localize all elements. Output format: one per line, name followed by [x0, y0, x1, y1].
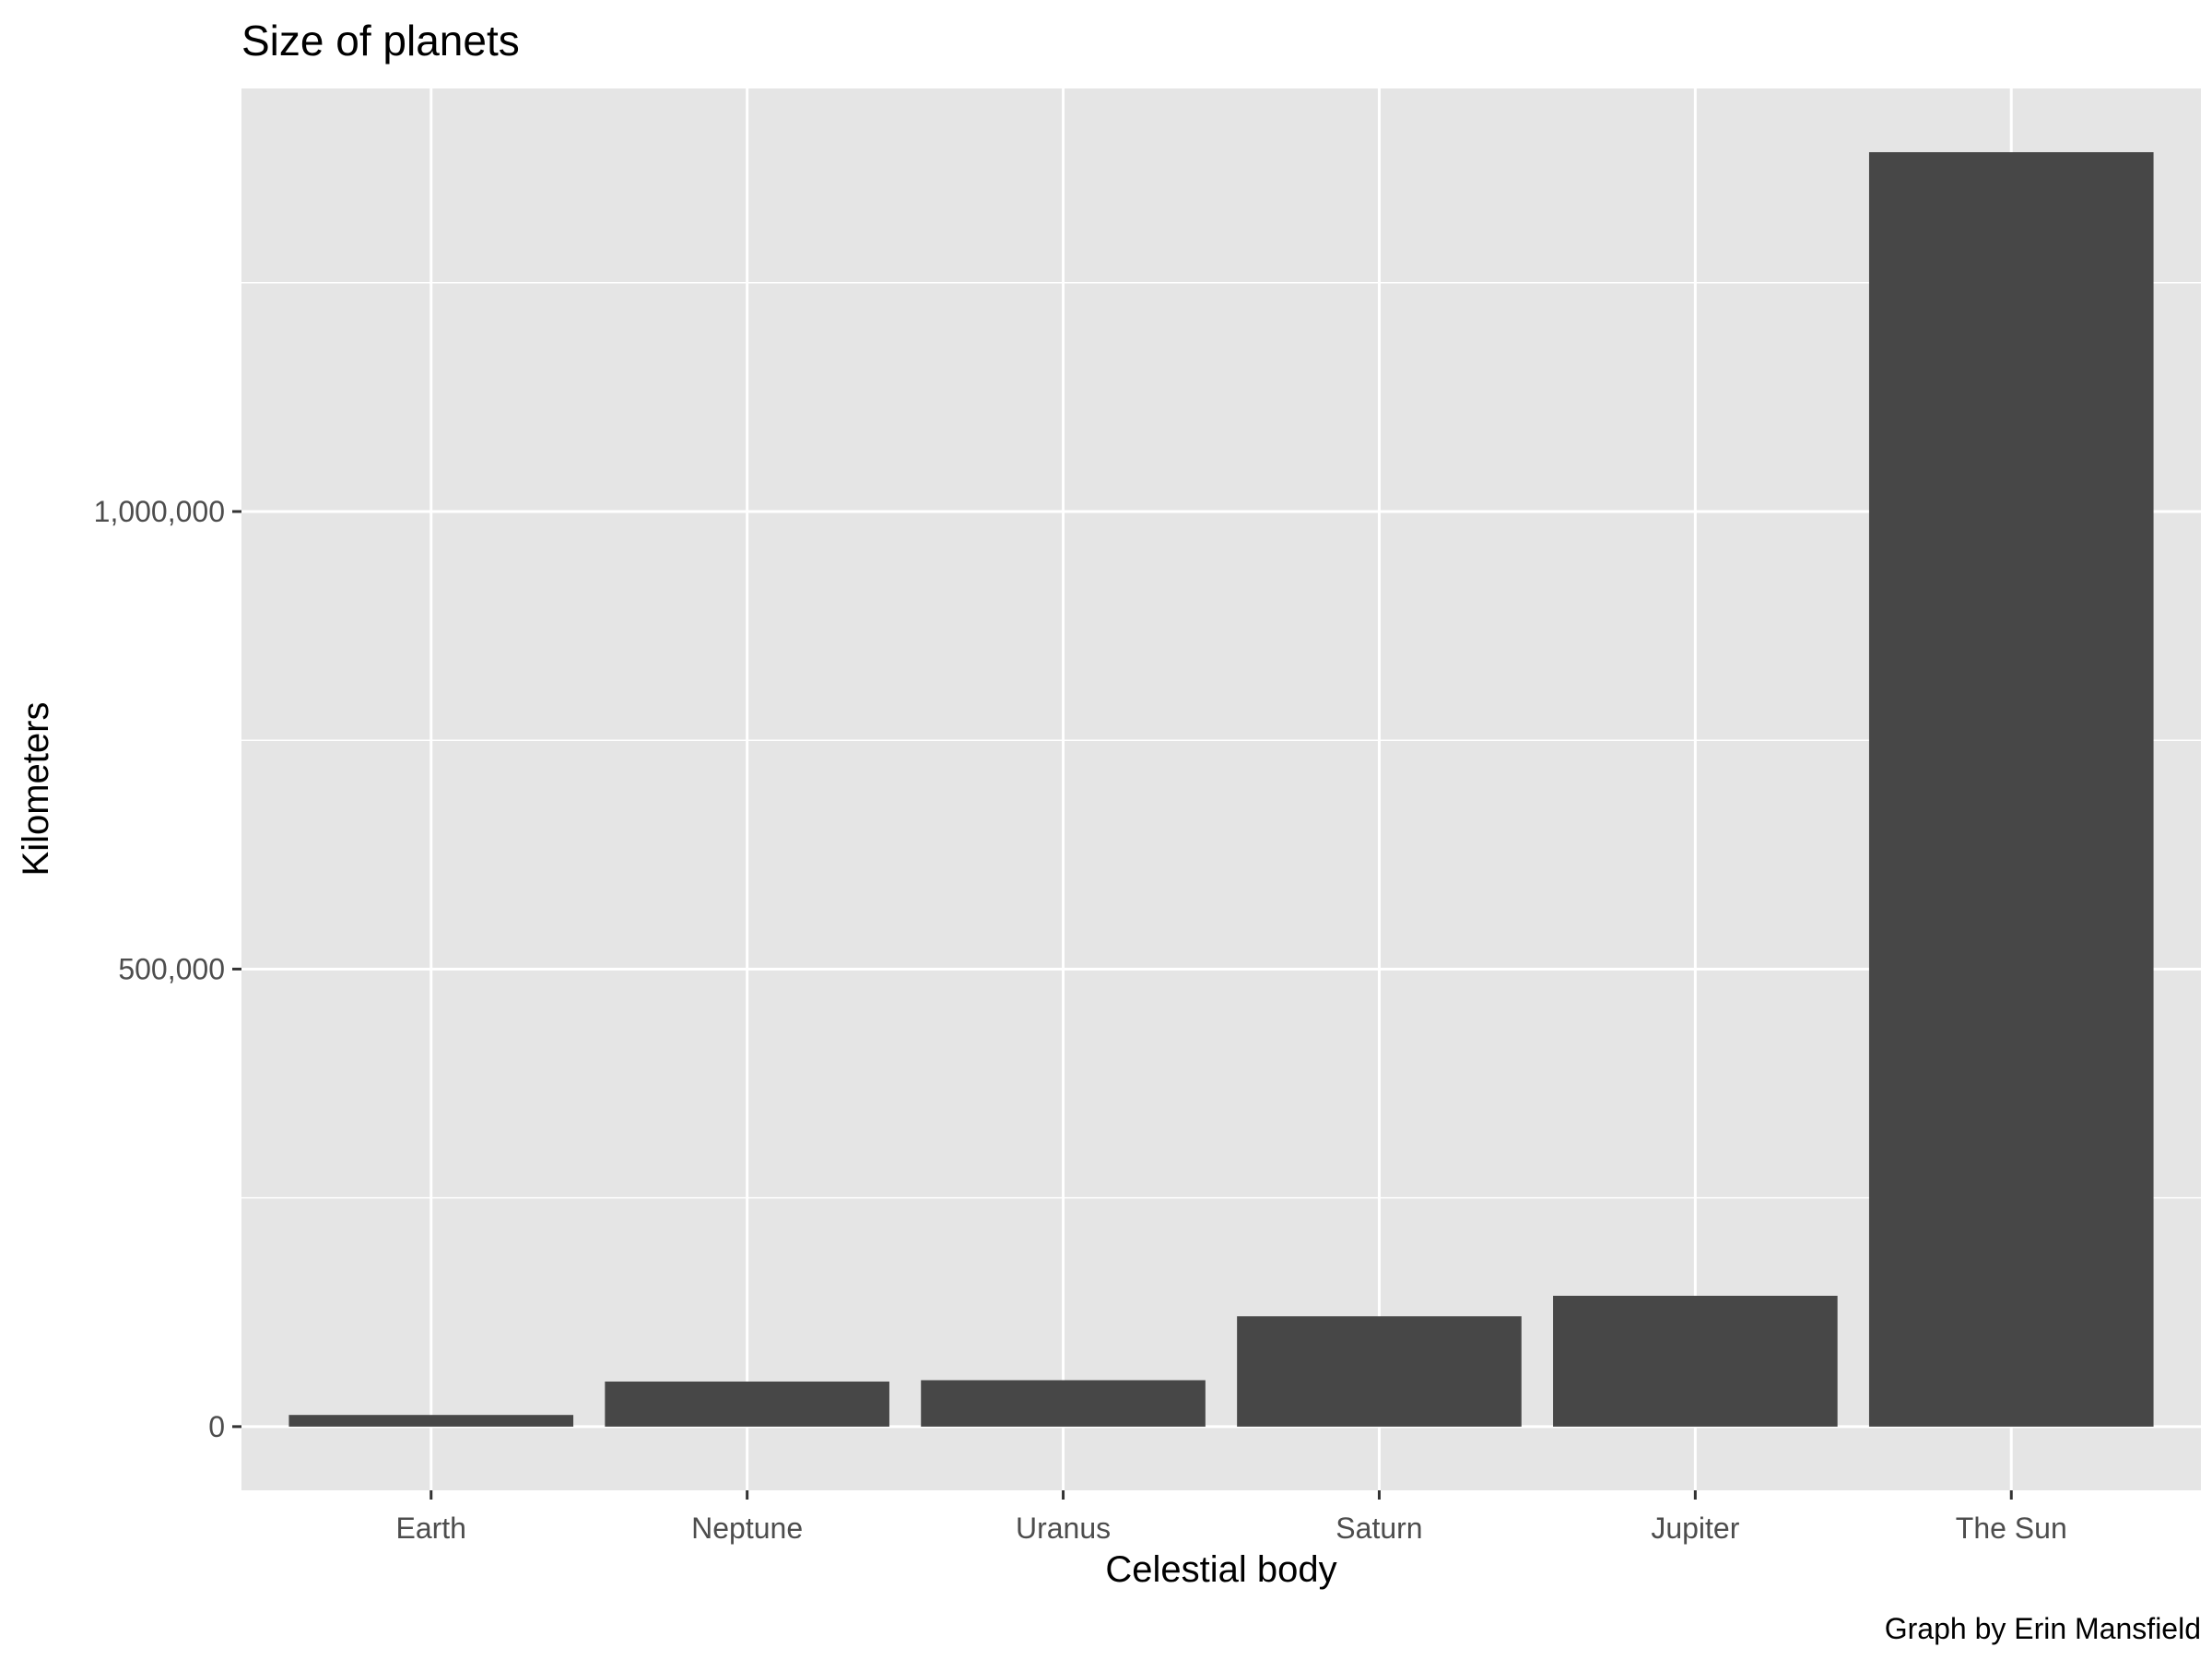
chart-title: Size of planets [241, 17, 520, 65]
x-tick-label: Jupiter [1651, 1512, 1739, 1545]
y-tick-label: 1,000,000 [94, 495, 225, 528]
bar-jupiter [1553, 1295, 1838, 1427]
chart-caption: Graph by Erin Mansfield [1885, 1612, 2201, 1645]
x-axis: Earth Neptune Uranus Saturn Jupiter The Sun [395, 1490, 2067, 1545]
x-tick-label: Neptune [691, 1512, 803, 1545]
y-tick-label: 0 [208, 1410, 225, 1443]
y-axis: 0 500,000 1,000,000 [94, 495, 241, 1443]
x-tick-label: Saturn [1335, 1512, 1422, 1545]
bar-saturn [1237, 1316, 1522, 1427]
bar-neptune [605, 1381, 889, 1427]
bar-uranus [921, 1380, 1206, 1427]
bars [288, 152, 2154, 1427]
y-axis-title: Kilometers [16, 702, 56, 877]
x-tick-label: Earth [395, 1512, 465, 1545]
y-tick-label: 500,000 [118, 952, 225, 985]
x-tick-label: Uranus [1016, 1512, 1111, 1545]
x-axis-title: Celestial body [1105, 1549, 1336, 1590]
bar-earth [288, 1415, 574, 1427]
grid-lines [241, 88, 2201, 1490]
x-tick-label: The Sun [1956, 1512, 2067, 1545]
bar-the-sun [1868, 152, 2154, 1427]
